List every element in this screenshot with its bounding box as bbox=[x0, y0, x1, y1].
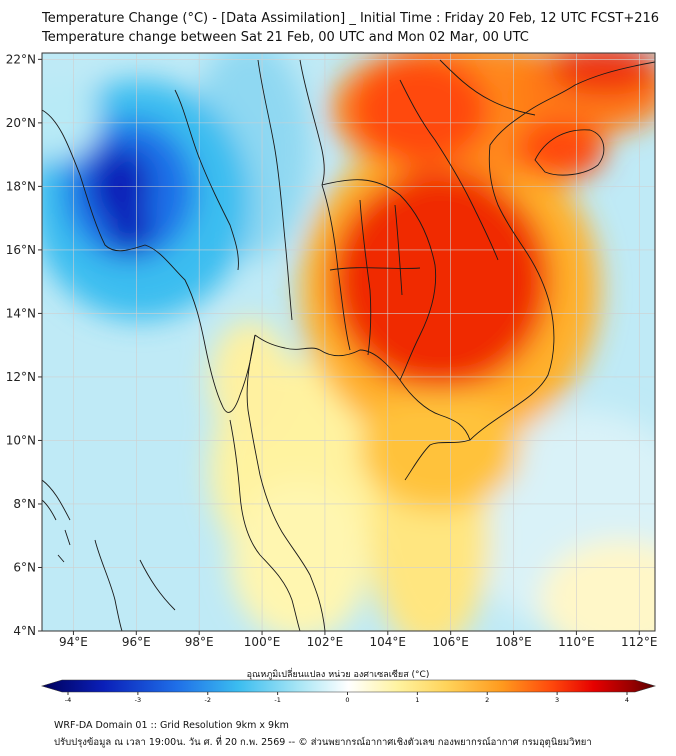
lon-tick-label: 108°E bbox=[495, 635, 532, 649]
colorbar-tick-label: -2 bbox=[205, 696, 211, 704]
coastlines bbox=[42, 59, 655, 631]
lat-tick-label: 22°N bbox=[6, 52, 36, 66]
lat-tick-label: 12°N bbox=[6, 370, 36, 384]
footer-credit: ปรับปรุงข้อมูล ณ เวลา 19:00น. วัน ศ. ที่… bbox=[54, 737, 592, 748]
lat-tick-label: 18°N bbox=[6, 179, 36, 193]
latitude-axis: 22°N 20°N 18°N 16°N 14°N 12°N 10°N 8°N 6°N 4°N bbox=[6, 52, 42, 638]
lat-tick-label: 8°N bbox=[13, 497, 36, 511]
colorbar-ticks: -4 -3 -2 -1 0 1 2 3 4 bbox=[65, 692, 629, 704]
colorbar-tick-label: -1 bbox=[274, 696, 280, 704]
lat-tick-label: 16°N bbox=[6, 243, 36, 257]
footer-model-info: WRF-DA Domain 01 :: Grid Resolution 9km … bbox=[54, 720, 289, 731]
lon-tick-label: 112°E bbox=[621, 635, 658, 649]
colorbar-tick-label: 3 bbox=[555, 696, 559, 704]
lon-tick-label: 102°E bbox=[307, 635, 344, 649]
map-frame bbox=[41, 52, 656, 632]
temperature-field bbox=[42, 53, 655, 631]
lon-tick-label: 104°E bbox=[370, 635, 407, 649]
longitude-axis: 94°E 96°E 98°E 100°E 102°E 104°E 106°E 108°E 110… bbox=[59, 631, 658, 649]
lon-tick-label: 98°E bbox=[185, 635, 214, 649]
chart-title: Temperature Change (°C) - [Data Assimila… bbox=[42, 11, 660, 26]
lat-tick-label: 14°N bbox=[6, 306, 36, 320]
lat-tick-label: 10°N bbox=[6, 433, 36, 447]
colorbar-tick-label: -4 bbox=[65, 696, 71, 704]
colorbar-title: อุณหภูมิเปลี่ยนแปลง หน่วย องศาเซลเซียส (… bbox=[246, 670, 430, 680]
colorbar-tick-label: -3 bbox=[135, 696, 141, 704]
colorbar-bar bbox=[40, 679, 657, 693]
colorbar-tick-label: 2 bbox=[485, 696, 489, 704]
lat-tick-label: 6°N bbox=[13, 560, 36, 574]
lat-tick-label: 20°N bbox=[6, 116, 36, 130]
lat-tick-label: 4°N bbox=[13, 624, 36, 638]
colorbar-tick-label: 1 bbox=[415, 696, 419, 704]
lon-tick-label: 100°E bbox=[244, 635, 281, 649]
lon-tick-label: 96°E bbox=[122, 635, 151, 649]
lon-tick-label: 106°E bbox=[432, 635, 469, 649]
colorbar: -4 -3 -2 -1 0 1 2 3 4 bbox=[40, 679, 657, 704]
lon-tick-label: 94°E bbox=[59, 635, 88, 649]
chart-subtitle: Temperature change between Sat 21 Feb, 0… bbox=[42, 30, 529, 45]
colorbar-tick-label: 4 bbox=[625, 696, 629, 704]
lon-tick-label: 110°E bbox=[558, 635, 595, 649]
colorbar-tick-label: 0 bbox=[345, 696, 349, 704]
